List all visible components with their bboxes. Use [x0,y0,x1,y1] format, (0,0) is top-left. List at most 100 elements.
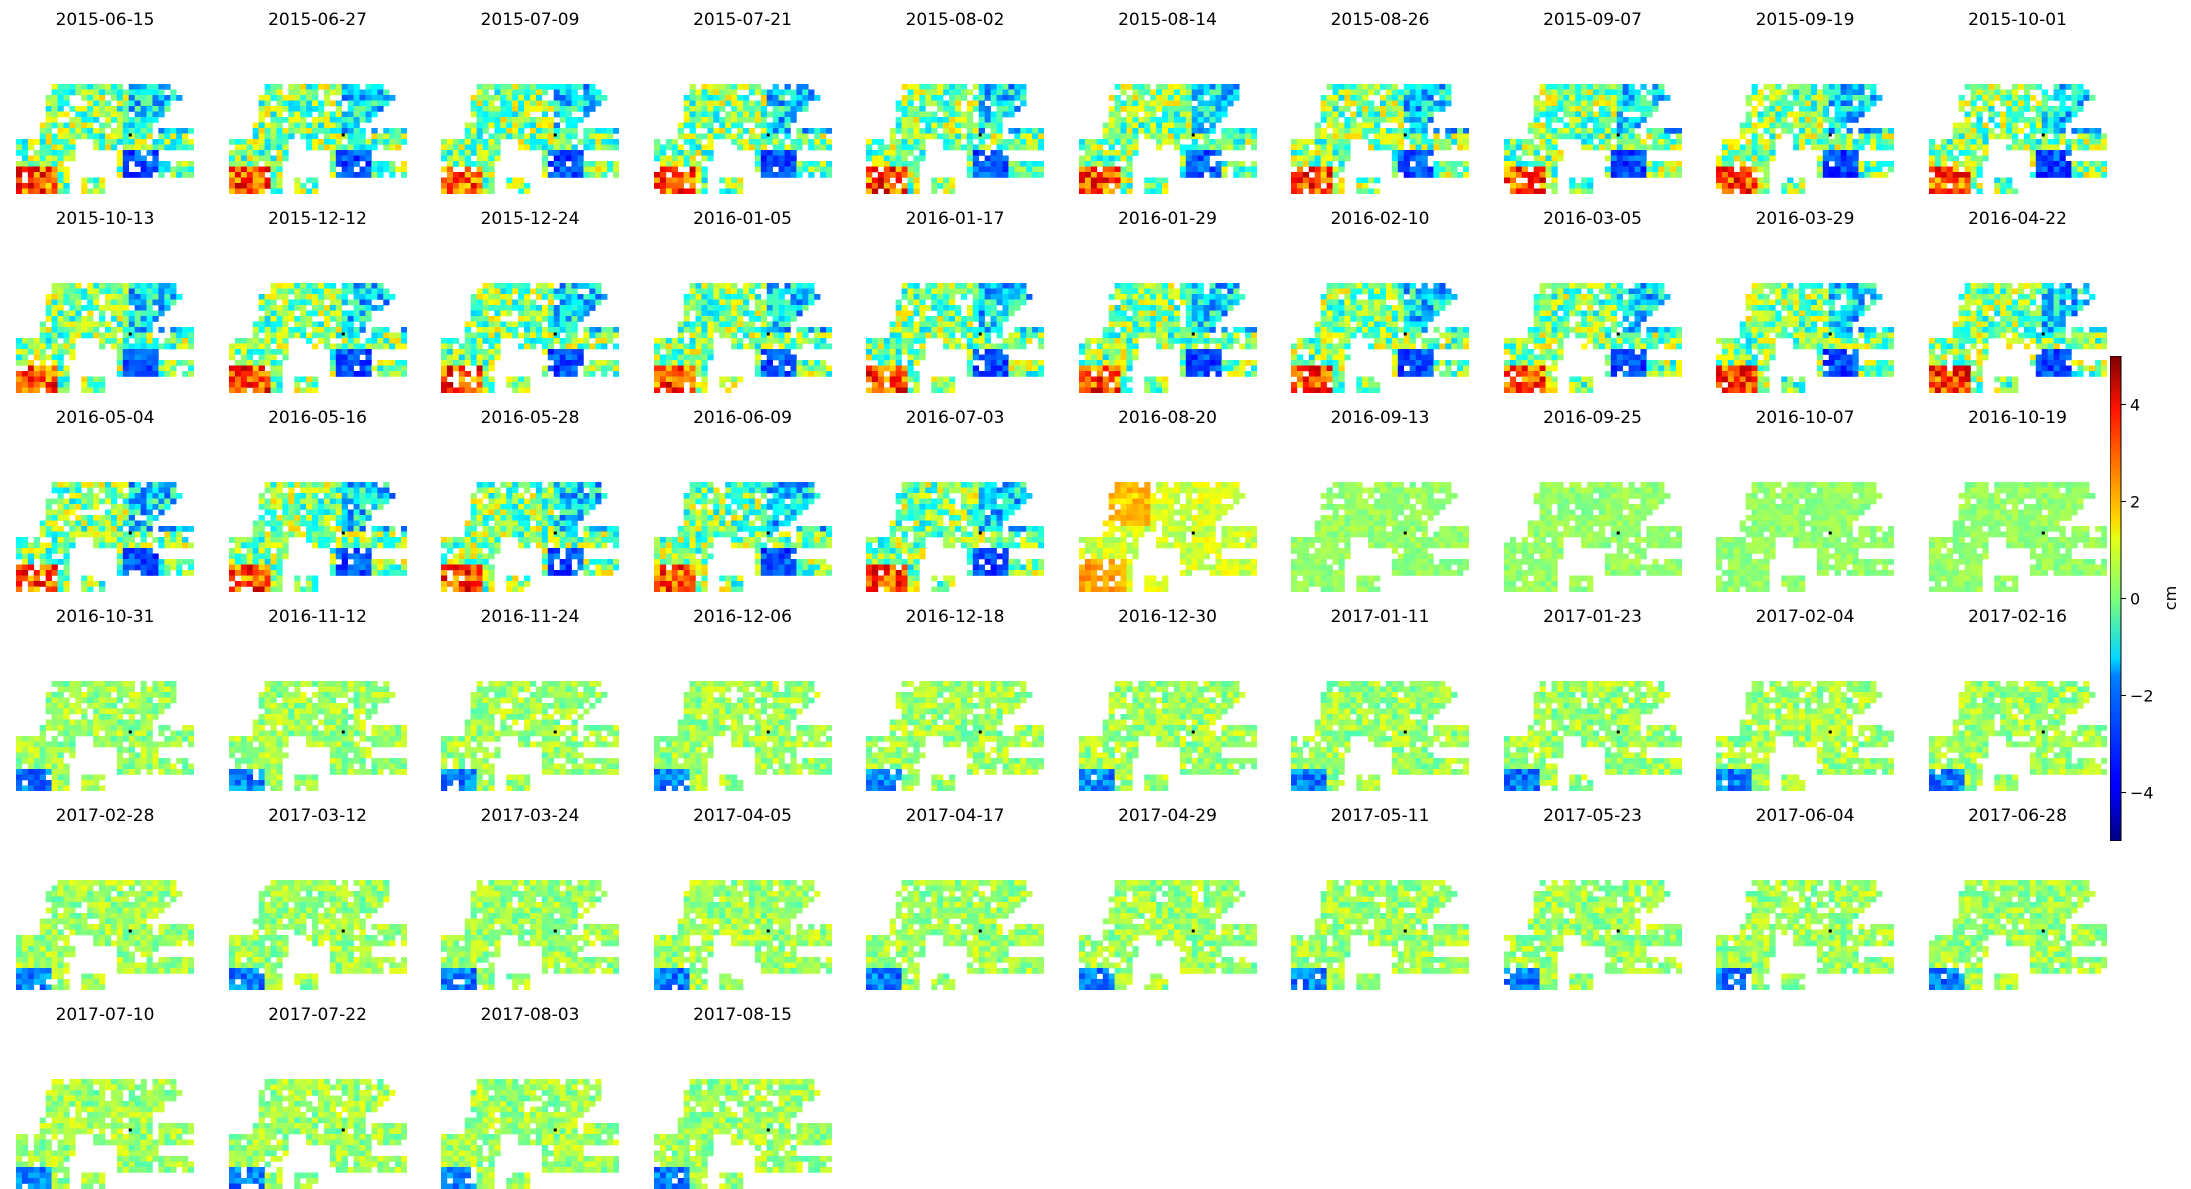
pixel [1745,100,1752,107]
pixel [317,327,324,333]
pixel [2082,172,2089,178]
pixel [1562,84,1570,90]
pixel [1509,144,1516,151]
pixel [718,316,725,322]
pixel [760,100,767,107]
pixel [2047,122,2054,129]
pixel [146,338,153,344]
pixel [925,100,932,107]
pixel [1179,172,1186,178]
pixel [364,111,372,118]
pixel [553,349,560,355]
pixel [784,89,791,96]
pixel [718,133,725,140]
pixel [695,95,702,101]
pixel [730,294,737,300]
pixel [553,100,560,107]
pixel [571,316,578,322]
pixel [252,371,259,377]
pixel [2041,133,2048,140]
pixel [689,161,696,167]
pixel [518,183,525,189]
pixel [364,139,372,145]
pixel [264,305,271,311]
pixel [541,144,549,151]
pixel [1108,177,1115,184]
pixel [1131,111,1139,118]
pixel [464,360,471,366]
pixel [21,188,29,194]
pixel [506,327,513,333]
pixel [907,128,914,134]
panel-2015-12-24: 2015-12-24 [441,199,619,393]
pixel [164,144,171,151]
pixel [1751,183,1758,189]
pixel [441,349,448,355]
pixel [1822,155,1830,162]
pixel [613,166,619,173]
pixel [706,84,714,90]
pixel [488,365,495,372]
pixel [1733,150,1741,156]
pixel [2017,95,2024,101]
pixel [1114,133,1121,140]
pixel [518,100,525,107]
pixel [69,305,76,311]
pixel [754,166,761,173]
pixel [359,133,366,140]
pixel [1675,139,1682,145]
pixel [706,310,714,317]
pixel [81,288,88,295]
pixel [943,183,950,189]
pixel [718,327,725,333]
pixel [1521,188,1528,194]
pixel [712,316,720,322]
pixel [724,305,731,311]
pixel [1545,122,1552,129]
pixel [1727,139,1735,145]
pixel [252,188,259,194]
pixel [335,305,342,311]
pixel [1203,117,1210,123]
pixel [795,144,803,151]
pixel [1415,166,1422,173]
pixel [1409,106,1416,112]
pixel [613,365,619,372]
pixel [182,166,189,173]
pixel [613,371,619,377]
pixel [63,133,70,140]
pixel [500,327,507,333]
pixel [2041,128,2048,134]
pixel [1550,161,1558,167]
pixel [1102,172,1109,178]
pixel [595,283,602,289]
pixel [689,133,696,140]
pixel [287,100,295,107]
pixel [943,84,950,90]
pixel [140,100,147,107]
pixel [512,299,519,306]
pixel [589,166,596,173]
pixel [1846,139,1853,145]
pixel [275,360,283,366]
pixel [1580,128,1587,134]
pixel [784,155,791,162]
pixel [559,150,566,156]
pixel [766,172,773,178]
pixel [188,365,194,372]
pixel [1084,183,1091,189]
pixel [1203,106,1210,112]
pixel [116,150,124,156]
pixel [400,365,407,372]
pixel [39,371,46,377]
pixel [1763,106,1770,112]
pixel [1763,150,1770,156]
pixel [807,89,814,96]
pixel [122,338,130,344]
pixel [470,349,477,355]
pixel [1108,133,1115,140]
pixel [577,316,584,322]
pixel [760,139,767,145]
pixel [494,332,501,339]
pixel [996,139,1003,145]
